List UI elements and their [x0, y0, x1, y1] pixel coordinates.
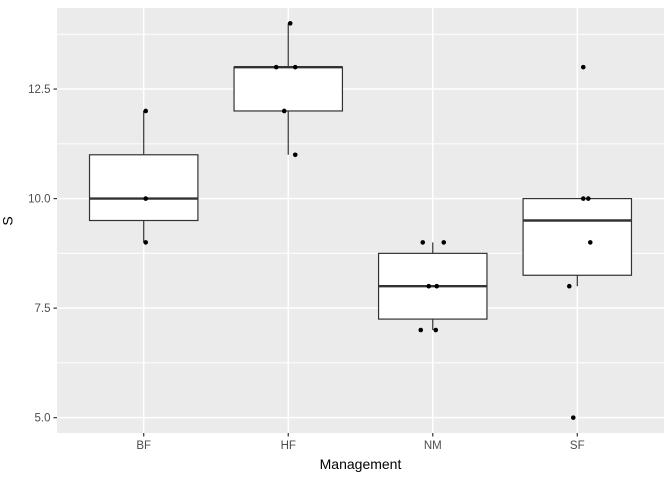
y-tick-label: 7.5 [35, 303, 51, 315]
y-axis-title: S [0, 216, 16, 226]
data-point-SF [570, 415, 576, 420]
y-tick-label: 5.0 [35, 413, 51, 425]
x-tick-label-BF: BF [136, 440, 151, 452]
x-tick-label-NM: NM [424, 440, 442, 452]
data-point-SF [585, 196, 591, 201]
data-point-NM [418, 327, 424, 333]
y-tick-label: 12.5 [28, 84, 50, 96]
box-HF [233, 66, 344, 112]
data-point-HF [287, 21, 293, 26]
data-point-HF [273, 64, 279, 70]
data-point-HF [292, 152, 298, 158]
data-point-NM [434, 283, 440, 289]
data-point-BF [143, 240, 149, 245]
data-point-NM [441, 240, 447, 245]
data-point-BF [143, 108, 149, 114]
y-tick-label: 10.0 [28, 194, 50, 206]
data-point-SF [580, 196, 586, 201]
data-point-HF [281, 108, 287, 114]
box-BF [88, 154, 199, 222]
data-point-NM [433, 327, 439, 333]
data-point-SF [580, 64, 586, 70]
data-point-SF [566, 283, 572, 289]
box-SF [522, 197, 633, 276]
data-point-NM [420, 240, 426, 245]
data-point-SF [587, 240, 593, 245]
data-point-NM [426, 283, 432, 289]
data-point-BF [143, 196, 149, 201]
x-tick-label-HF: HF [281, 440, 296, 452]
data-point-HF [292, 64, 298, 70]
x-tick-label-SF: SF [570, 440, 585, 452]
x-axis-title: Management [319, 456, 402, 472]
